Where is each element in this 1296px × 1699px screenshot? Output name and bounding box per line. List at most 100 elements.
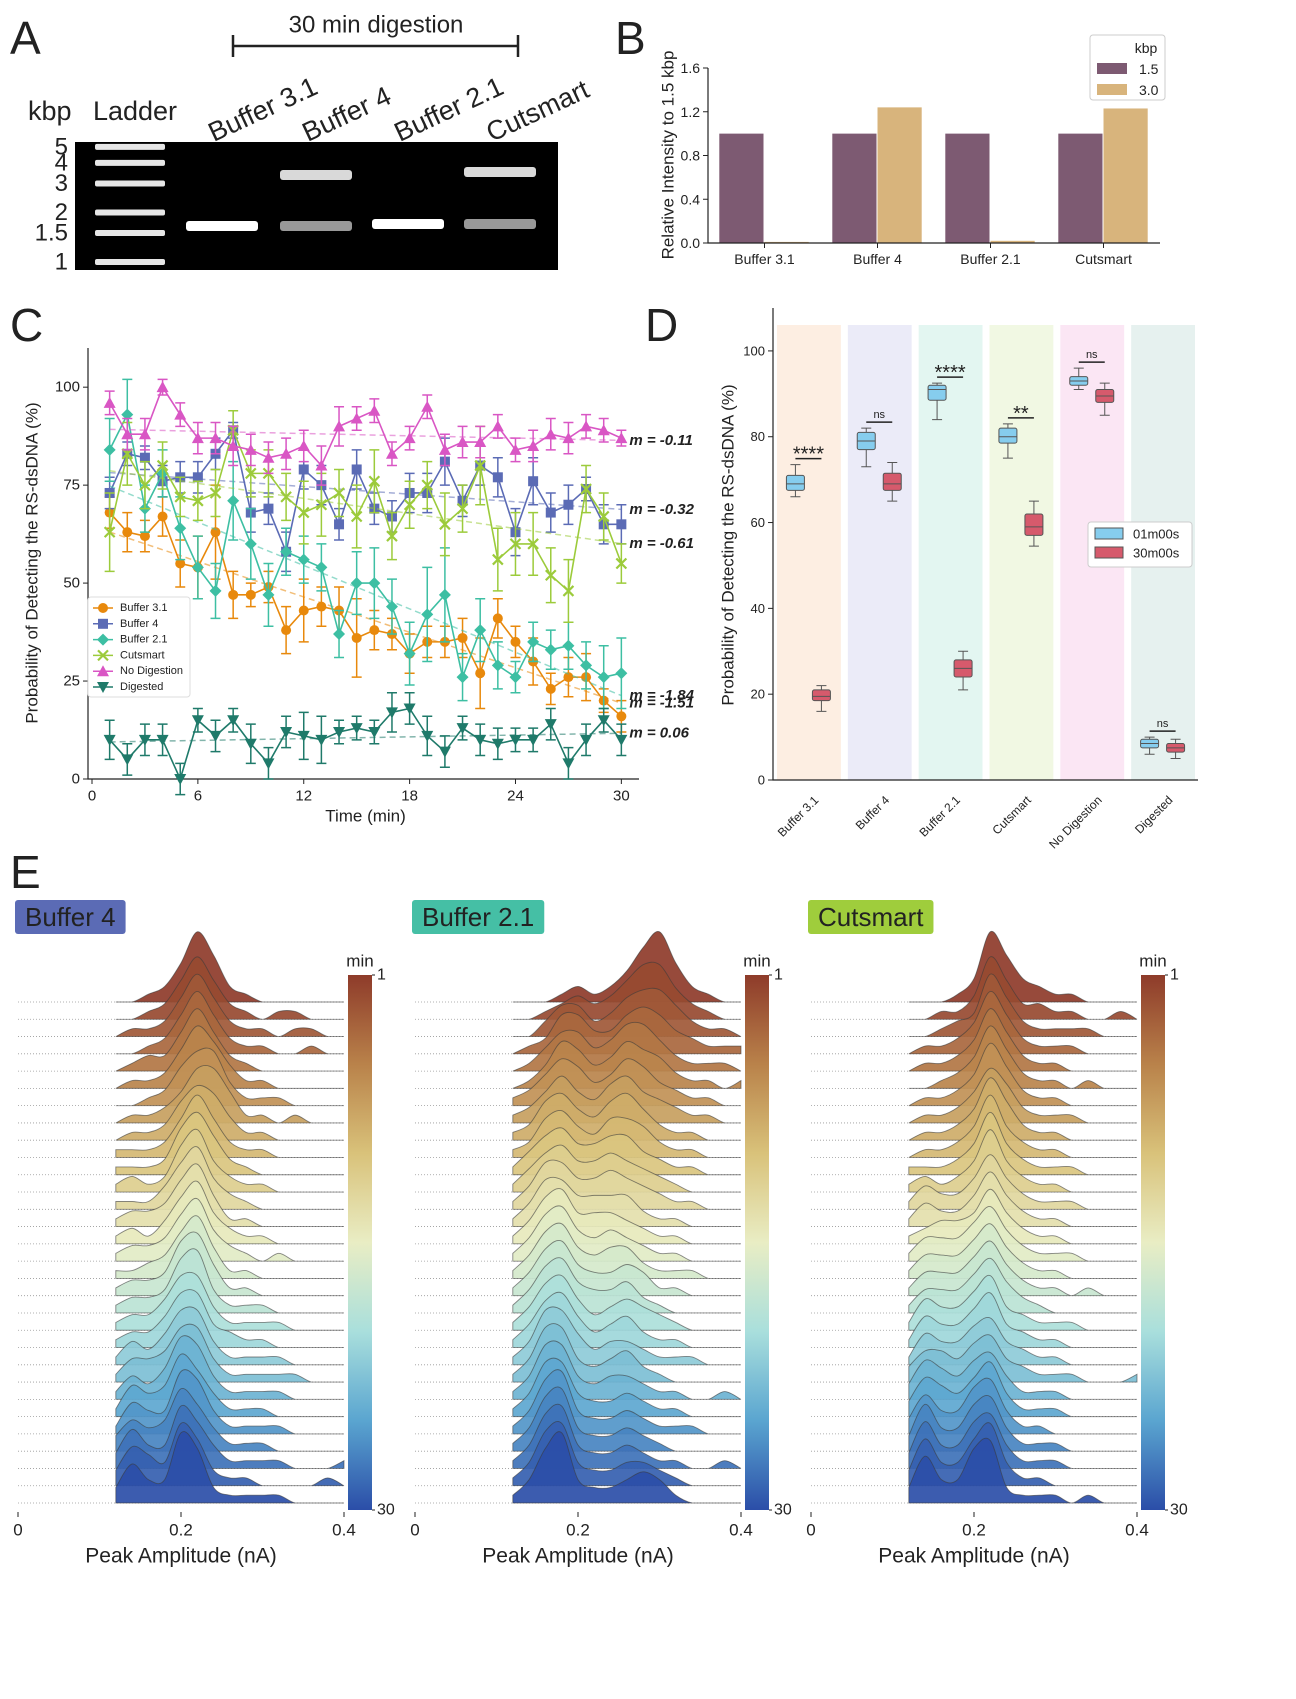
x-axis-label: Peak Amplitude (nA) (482, 1545, 673, 1568)
marker (192, 561, 204, 573)
panel-title: Buffer 2.1 (422, 902, 534, 932)
marker (227, 495, 239, 507)
slope-label: m = -0.32 (629, 501, 694, 518)
ladder-band (95, 259, 165, 265)
size-label: 3 (55, 170, 68, 197)
y-tick-label: 20 (751, 687, 765, 702)
marker (157, 381, 169, 392)
x-axis-label: Peak Amplitude (nA) (85, 1545, 276, 1568)
marker (333, 420, 345, 431)
marker (439, 444, 451, 455)
marker (509, 671, 521, 683)
sample-band (280, 170, 352, 180)
x-tick-label: Cutsmart (1075, 251, 1132, 267)
marker (315, 735, 327, 746)
y-tick-label: 100 (743, 343, 765, 358)
legend-label: Buffer 3.1 (120, 602, 168, 614)
axis-label: kbp (28, 96, 72, 126)
y-tick-label: 25 (63, 673, 80, 690)
ladder-band (95, 144, 165, 150)
legend-label: 1.5 (1139, 61, 1159, 77)
bar (1058, 134, 1102, 243)
bar (1104, 108, 1148, 243)
x-tick-label: 0.4 (1125, 1521, 1149, 1540)
legend-label: Digested (120, 681, 163, 693)
colorbar (1141, 975, 1165, 1510)
y-tick-label: 40 (751, 601, 765, 616)
x-tick-label: Buffer 2.1 (960, 251, 1021, 267)
colorbar-tick-label: 30 (377, 1502, 395, 1519)
x-tick-label: Cutsmart (990, 793, 1035, 838)
x-tick-label: 18 (401, 788, 418, 805)
series-line (110, 708, 622, 779)
colorbar-tick-label: 30 (774, 1502, 792, 1519)
marker (475, 668, 485, 678)
x-tick-label: 0.2 (169, 1521, 193, 1540)
legend-swatch (1097, 63, 1127, 74)
box (999, 428, 1017, 443)
y-tick-label: 1.2 (681, 104, 701, 120)
panel-letter: D (645, 299, 678, 351)
marker (158, 511, 168, 521)
marker (351, 413, 363, 424)
y-tick-label: 0.4 (681, 191, 701, 207)
legend-marker (98, 619, 108, 629)
category-band (848, 325, 912, 780)
ladder-band (95, 209, 165, 215)
x-tick-label: 0.2 (566, 1521, 590, 1540)
y-tick-label: 80 (751, 429, 765, 444)
colorbar-tick-label: 30 (1170, 1502, 1188, 1519)
colorbar-tick-label: 1 (377, 967, 386, 984)
y-axis-label: Relative Intensity to 1.5 kbp (659, 51, 678, 260)
significance-label: ** (1013, 403, 1029, 425)
legend-label: Cutsmart (120, 649, 165, 661)
y-tick-label: 0 (758, 773, 765, 788)
page: body { margin: 0; background: #fff; font… (0, 0, 1296, 1699)
x-tick-label: 12 (295, 788, 312, 805)
colorbar (745, 975, 769, 1510)
legend-swatch (1097, 84, 1127, 95)
marker (245, 538, 257, 550)
ladder-band (95, 180, 165, 186)
marker (121, 754, 133, 765)
marker (351, 577, 363, 589)
legend-label: Buffer 4 (120, 618, 158, 630)
y-tick-label: 0.8 (681, 148, 701, 164)
x-tick-label: Buffer 2.1 (916, 793, 963, 840)
x-axis-label: Peak Amplitude (nA) (878, 1545, 1069, 1568)
figure: A30 min digestionkbpLadderBuffer 3.1Buff… (0, 0, 1296, 1699)
sample-band (280, 221, 352, 231)
marker (174, 409, 186, 420)
legend-swatch (1095, 547, 1123, 558)
marker (404, 432, 416, 443)
marker (546, 508, 556, 518)
marker (545, 428, 557, 439)
y-tick-label: 50 (63, 575, 80, 592)
marker (104, 397, 116, 408)
marker (298, 440, 310, 451)
slope-label: m = -0.61 (629, 535, 694, 552)
size-label: 1.5 (35, 220, 68, 247)
x-tick-label: 0 (410, 1521, 419, 1540)
marker (527, 440, 539, 451)
legend-label: No Digestion (120, 665, 183, 677)
marker (616, 711, 626, 721)
page-body: {"chart_data": [ {"type": "gel", "panel"… (0, 0, 1296, 1699)
axis-spine (88, 348, 639, 779)
chart-title: 30 min digestion (289, 12, 464, 39)
legend-label: 01m00s (1133, 527, 1180, 542)
marker (246, 590, 256, 600)
box (1025, 514, 1043, 535)
y-tick-label: 100 (55, 379, 80, 396)
marker (333, 727, 345, 738)
colorbar-label: min (346, 952, 373, 971)
marker (528, 476, 538, 486)
marker (352, 633, 362, 643)
box (786, 475, 804, 490)
slope-label: m = 0.06 (629, 725, 689, 742)
marker (280, 448, 292, 459)
significance-label: **** (935, 362, 966, 384)
marker (174, 522, 186, 534)
trend-line (110, 733, 622, 742)
marker (262, 758, 274, 769)
